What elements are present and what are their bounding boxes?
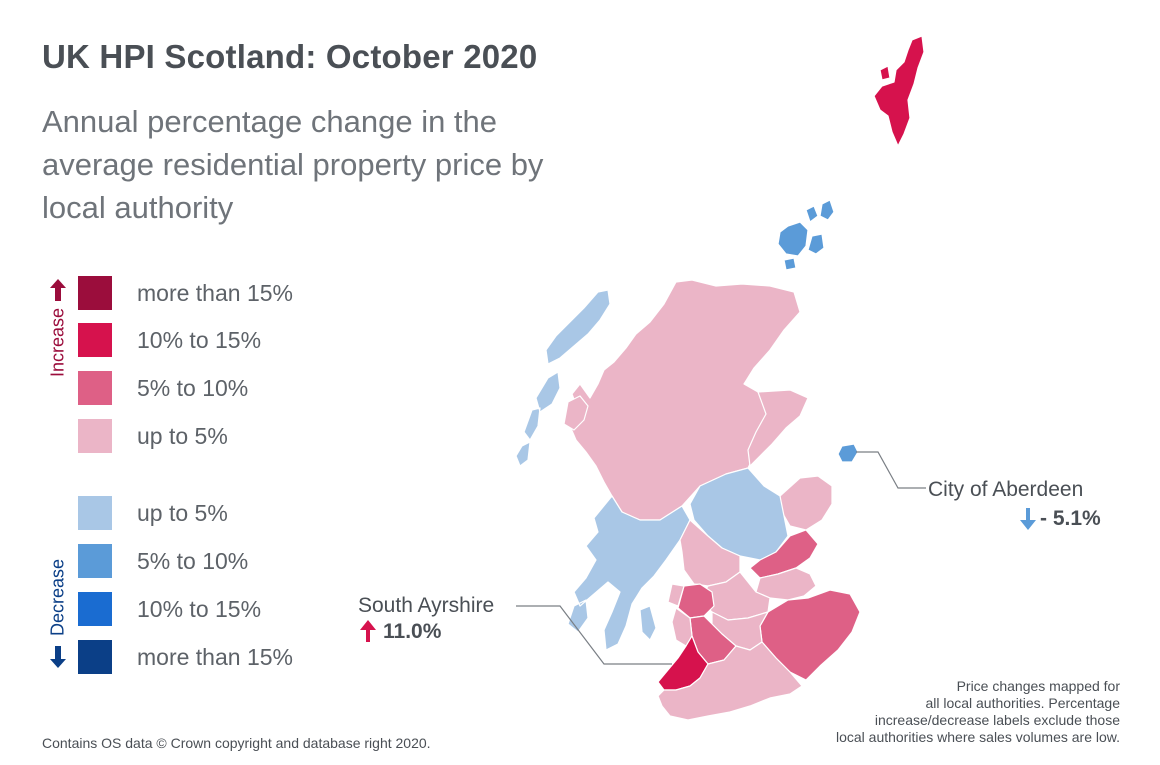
south-ayrshire-callout-line <box>516 605 672 665</box>
map-note-line: increase/decrease labels exclude those <box>874 712 1120 728</box>
south-ayrshire-callout-name: South Ayrshire <box>358 594 495 617</box>
region-dumfries-and-galloway[interactable] <box>657 641 803 721</box>
decrease-arrow-icon <box>50 646 66 668</box>
copyright-footnote: Contains OS data © Crown copyright and d… <box>42 735 431 751</box>
map-note-line: all local authorities. Percentage <box>925 695 1120 711</box>
aberdeen-callout-name: City of Aberdeen <box>928 478 1084 501</box>
region-city-of-aberdeen[interactable] <box>837 443 859 463</box>
legend-swatch <box>78 276 112 310</box>
legend-item-increase-10-to-15: 10% to 15% <box>78 322 261 358</box>
map-title: UK HPI Scotland: October 2020 <box>42 38 538 75</box>
legend-label: more than 15% <box>137 643 293 670</box>
south-ayrshire-up-arrow-icon <box>360 620 376 642</box>
legend-swatch <box>78 371 112 405</box>
legend-item-decrease-more-than-15: more than 15% <box>78 639 293 675</box>
region-skye-islands[interactable] <box>563 395 589 431</box>
region-na-h-eileanan-siar[interactable] <box>515 289 611 467</box>
legend-label: up to 5% <box>137 499 228 526</box>
legend-label: 5% to 10% <box>137 374 249 401</box>
legend-label: 10% to 15% <box>137 326 262 353</box>
map-subtitle: Annual percentage change in the average … <box>42 104 544 225</box>
increase-arrow-icon <box>50 279 66 301</box>
legend-item-increase-up-to-5: up to 5% <box>78 418 228 454</box>
legend-swatch <box>78 640 112 674</box>
legend-item-increase-more-than-15: more than 15% <box>78 275 293 311</box>
legend-item-decrease-10-to-15: 10% to 15% <box>78 591 261 627</box>
region-moray[interactable] <box>747 389 809 467</box>
legend-swatch <box>78 592 112 626</box>
legend-label: 5% to 10% <box>137 547 249 574</box>
legend-label: more than 15% <box>137 279 293 306</box>
legend-label: 10% to 15% <box>137 595 262 622</box>
map-note: Price changes mapped for all local autho… <box>836 678 1120 746</box>
map-note-line: Price changes mapped for <box>956 678 1120 694</box>
region-shetland[interactable] <box>873 35 925 147</box>
aberdeen-down-arrow-icon <box>1020 508 1036 530</box>
region-argyll-and-bute[interactable] <box>567 495 691 651</box>
legend-swatch <box>78 419 112 453</box>
legend-item-increase-5-to-10: 5% to 10% <box>78 370 248 406</box>
legend-item-decrease-up-to-5: up to 5% <box>78 495 228 531</box>
legend-swatch <box>78 496 112 530</box>
south-ayrshire-callout-value: 11.0% <box>383 620 442 643</box>
legend-label: up to 5% <box>137 422 228 449</box>
aberdeen-callout-value: - 5.1% <box>1040 507 1101 530</box>
map-note-line: local authorities where sales volumes ar… <box>835 729 1120 745</box>
legend-item-decrease-5-to-10: 5% to 10% <box>78 543 248 579</box>
region-west-dunbartonshire[interactable] <box>667 583 685 607</box>
legend-swatch <box>78 544 112 578</box>
region-glasgow-area[interactable] <box>677 583 715 619</box>
region-angus[interactable] <box>779 475 833 531</box>
aberdeen-callout-line <box>856 451 926 489</box>
legend-swatch <box>78 323 112 357</box>
region-orkney[interactable] <box>777 199 835 271</box>
